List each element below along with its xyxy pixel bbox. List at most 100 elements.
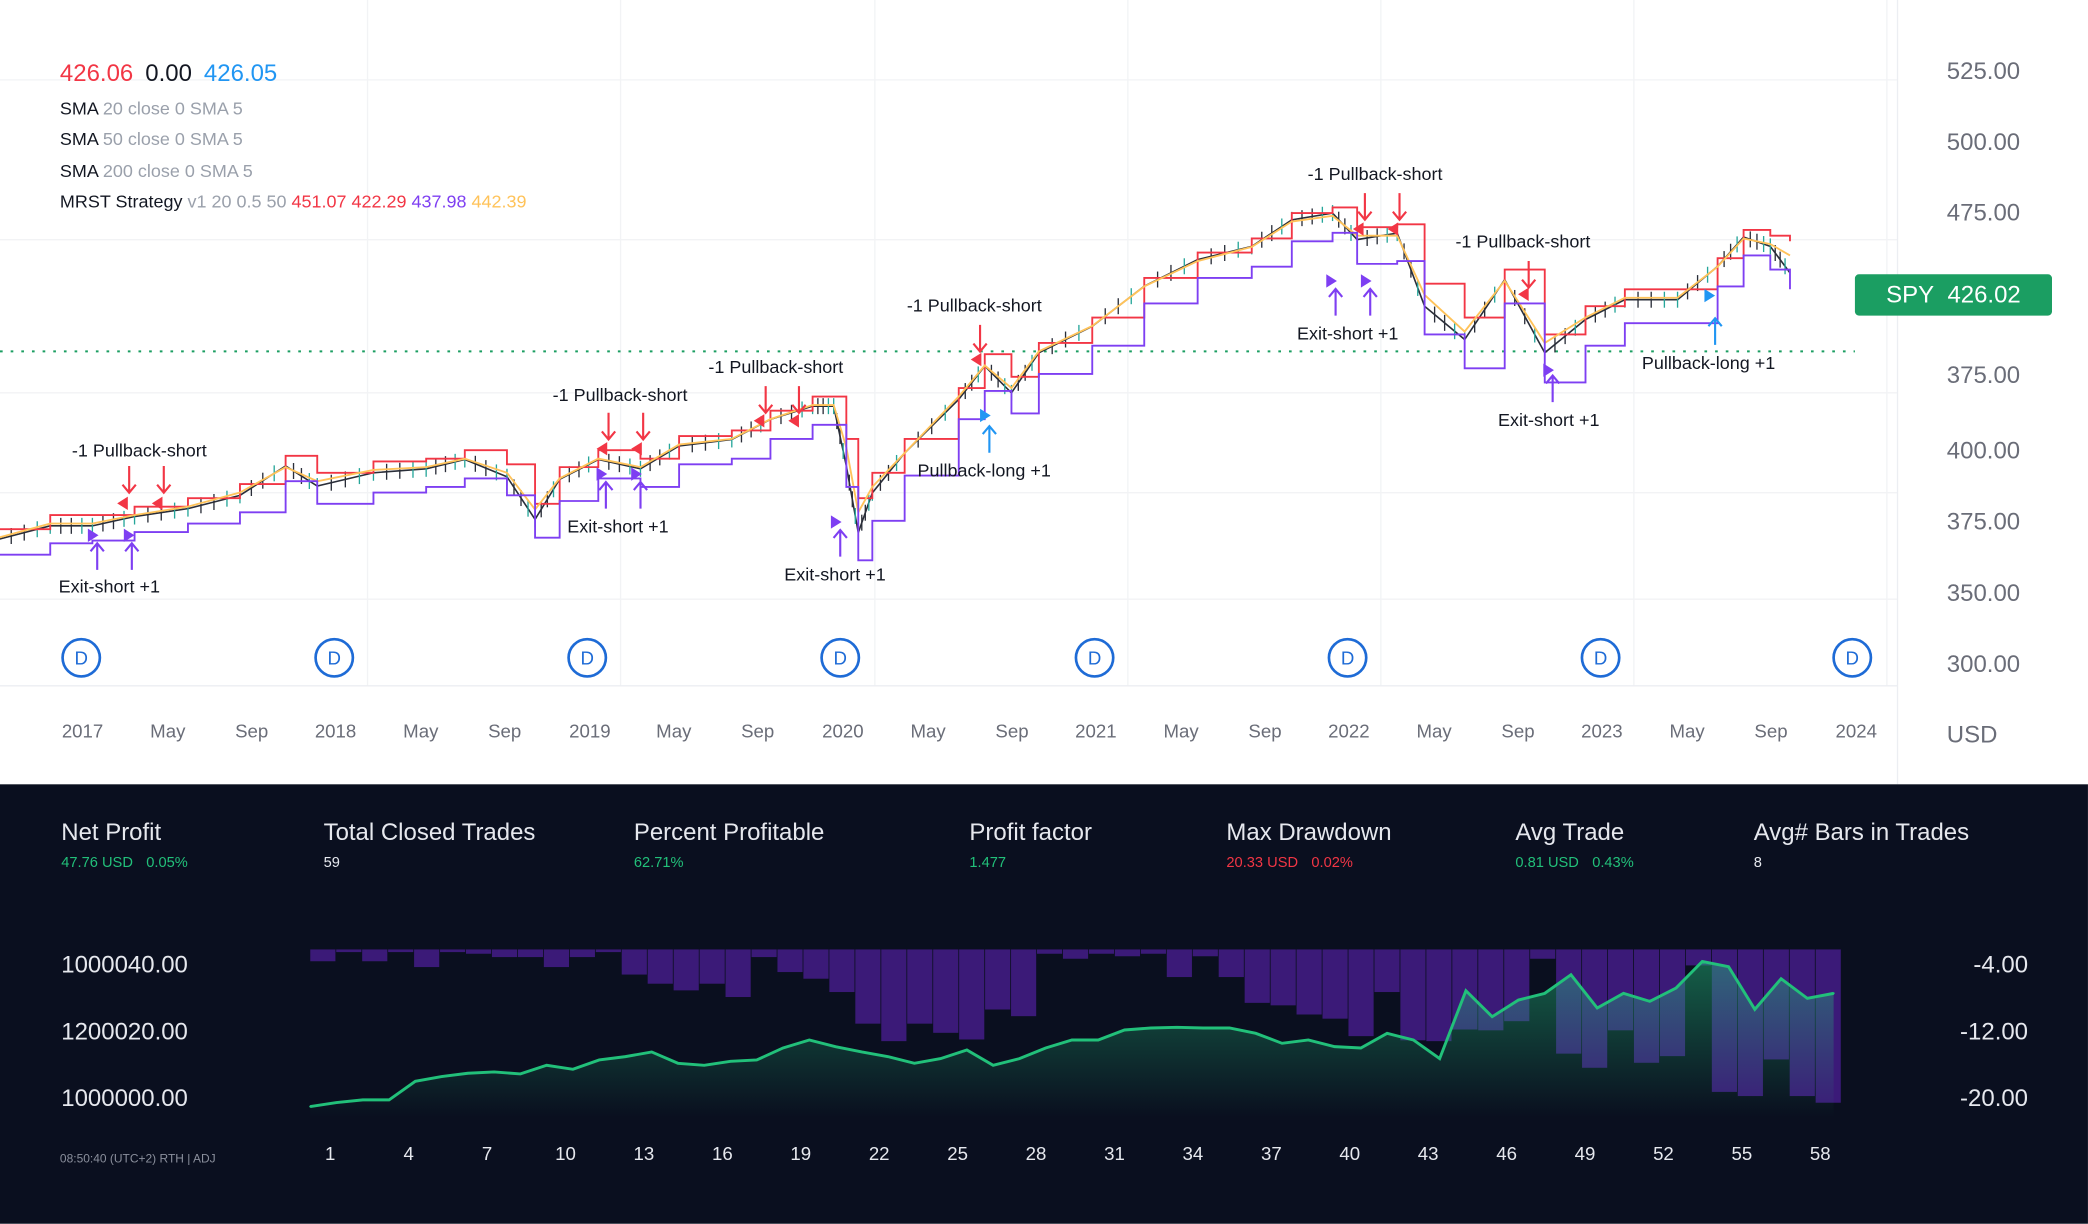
dividend-marker-icon[interactable]: D	[314, 637, 355, 678]
trade-number-label: 13	[633, 1142, 655, 1164]
equity-axis-label: 1200020.00	[61, 1018, 188, 1045]
equity-point	[965, 1048, 968, 1052]
session-info: 08:50:40 (UTC+2) RTH | ADJ	[59, 1151, 216, 1166]
triangle-left-icon	[788, 414, 799, 428]
drawdown-bar	[907, 949, 933, 1024]
ohlc-open-value: 426.06	[59, 59, 134, 87]
drawdown-bar	[621, 949, 647, 975]
arrow-up-icon	[1328, 287, 1344, 316]
stat-values: 47.76 USD 0.05%	[61, 855, 201, 871]
stat-values: 0.81 USD 0.43%	[1515, 855, 1647, 871]
dividend-marker-icon[interactable]: D	[1327, 637, 1368, 678]
strategy-legend[interactable]: MRST Strategy v1 20 0.5 50 451.07 422.29…	[60, 192, 527, 212]
equity-point	[414, 1080, 417, 1083]
stat-percent-profitable: Percent Profitable 62.71%	[634, 819, 825, 871]
annotation-label-exit: Exit-short +1	[1296, 323, 1399, 344]
indicator-legend-sma50[interactable]: SMA 50 close 0 SMA 5	[60, 129, 243, 149]
arrow-up-icon	[124, 541, 140, 570]
strategy-name: MRST Strategy	[59, 191, 183, 212]
currency-label[interactable]: USD	[1946, 721, 1998, 748]
time-tick-label: Sep	[235, 720, 269, 742]
dividend-marker-icon[interactable]: D	[61, 637, 102, 678]
time-tick-label: May	[1416, 720, 1452, 742]
arrow-up-icon	[598, 480, 614, 509]
drawdown-bar	[543, 949, 570, 968]
stat-values: 20.33 USD 0.02%	[1226, 855, 1391, 871]
indicator-params: 20 close 0 SMA 5	[102, 98, 243, 119]
dividend-marker-icon[interactable]: D	[1074, 637, 1115, 678]
price-tick-label: 475.00	[1946, 199, 2021, 226]
stat-profit-factor: Profit factor 1.477	[969, 819, 1092, 871]
stat-values: 1.477	[969, 855, 1092, 871]
drawdown-bar	[985, 949, 1011, 1010]
time-tick-label: May	[910, 720, 946, 742]
dividend-marker-icon[interactable]: D	[1580, 637, 1621, 678]
equity-point	[913, 1062, 916, 1065]
drawdown-bar	[310, 949, 336, 962]
equity-point	[703, 1064, 706, 1067]
time-tick-label: 2023	[1581, 720, 1623, 742]
time-tick-label: Sep	[1248, 720, 1282, 742]
stat-title: Avg Trade	[1515, 818, 1625, 846]
indicator-name: SMA	[59, 98, 98, 119]
stat-title: Profit factor	[969, 818, 1092, 846]
trade-number-label: 10	[555, 1142, 576, 1164]
stat-avg-bars-in-trades: Avg# Bars in Trades 8	[1754, 819, 1969, 871]
drawdown-bar	[1218, 949, 1244, 978]
price-chart-canvas[interactable]	[0, 0, 2088, 785]
trade-number-label: 19	[790, 1142, 812, 1164]
price-tick-label: 400.00	[1946, 437, 2021, 465]
ohlc-change-value: 0.00	[145, 59, 192, 87]
triangle-right-icon	[1360, 274, 1372, 288]
dividend-marker-icon[interactable]: D	[820, 637, 861, 678]
equity-point	[729, 1060, 732, 1063]
stat-value: 0.05%	[146, 854, 188, 871]
trade-number-label: 1	[325, 1142, 336, 1164]
drawdown-bar	[1062, 949, 1089, 959]
indicator-legend-sma200[interactable]: SMA 200 close 0 SMA 5	[60, 161, 253, 181]
drawdown-bar	[1348, 949, 1374, 1037]
time-tick-label: Sep	[741, 720, 775, 742]
stat-title: Net Profit	[61, 818, 162, 846]
annotation-label-short: -1 Pullback-short	[71, 440, 207, 461]
time-tick-label: 2024	[1835, 720, 1877, 742]
series-line-upper	[0, 206, 1791, 531]
drawdown-bar	[673, 949, 699, 991]
equity-point	[440, 1075, 443, 1078]
equity-point	[1359, 1046, 1362, 1050]
equity-point	[1018, 1057, 1021, 1060]
equity-point	[1070, 1038, 1074, 1042]
arrow-down-icon	[1392, 193, 1407, 222]
price-tick-label: 350.00	[1946, 579, 2021, 607]
drawdown-bar	[881, 949, 907, 1042]
drawdown-bar	[959, 949, 985, 1040]
ohlc-legend: 426.06 0.00 426.05	[60, 60, 277, 88]
triangle-left-icon	[631, 442, 642, 456]
equity-point	[1123, 1028, 1126, 1032]
drawdown-bar	[855, 949, 881, 1024]
price-chart-pane[interactable]: 426.06 0.00 426.05 SMA 20 close 0 SMA 5 …	[0, 0, 2088, 785]
arrow-down-icon	[791, 386, 807, 415]
drawdown-bar	[777, 949, 803, 973]
drawdown-bar	[388, 949, 414, 953]
drawdown-bar	[1088, 949, 1115, 954]
stat-title: Total Closed Trades	[323, 818, 536, 846]
equity-point	[755, 1058, 758, 1062]
indicator-legend-sma20[interactable]: SMA 20 close 0 SMA 5	[60, 99, 243, 119]
time-tick-label: Sep	[995, 720, 1029, 742]
trade-number-label: 43	[1417, 1142, 1439, 1164]
triangle-left-icon	[970, 352, 982, 367]
stat-value: 20.33 USD	[1226, 854, 1299, 871]
equity-point	[1701, 960, 1704, 963]
equity-point	[1307, 1038, 1310, 1042]
equity-point	[650, 1050, 653, 1054]
dividend-marker-icon[interactable]: D	[1832, 637, 1873, 678]
equity-point	[834, 1045, 837, 1048]
equity-chart-canvas[interactable]	[0, 784, 2088, 1223]
stat-total-closed-trades: Total Closed Trades 59	[324, 819, 536, 871]
stat-value: 47.76 USD	[61, 854, 133, 871]
dividend-marker-icon[interactable]: D	[567, 637, 608, 678]
strategy-value-4: 442.39	[471, 191, 527, 212]
trade-number-label: 46	[1496, 1142, 1517, 1164]
price-tag-value: 426.02	[1947, 280, 2021, 308]
